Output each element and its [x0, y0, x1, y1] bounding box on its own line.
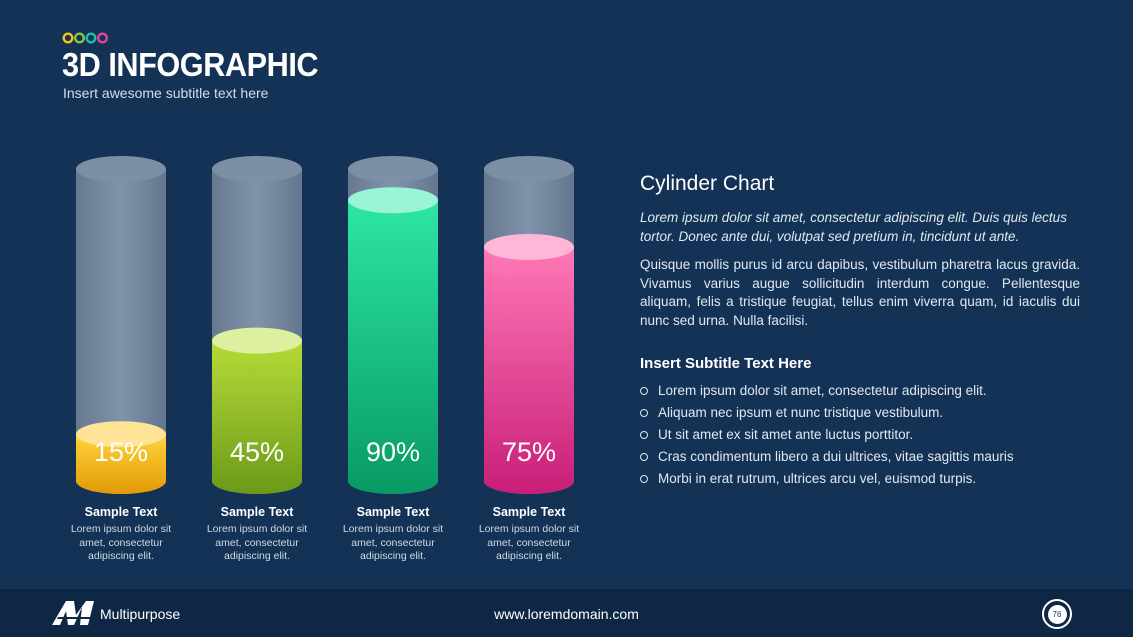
brand-dot [97, 32, 109, 44]
data-label: 15% [94, 437, 148, 467]
bullet-icon [640, 475, 648, 483]
bar [76, 434, 166, 494]
cylinder-track [76, 169, 166, 494]
brand-dot [85, 32, 97, 44]
data-label: 45% [230, 437, 284, 467]
caption-text: Lorem ipsum dolor sit amet, consectetur … [478, 523, 580, 562]
bar [484, 247, 574, 494]
page-title: 3D INFOGRAPHIC [62, 46, 319, 83]
bar-caption: Sample Text Lorem ipsum dolor sit amet, c… [197, 505, 317, 564]
caption-text: Lorem ipsum dolor sit amet, consectetur … [206, 523, 308, 562]
bar-top [348, 187, 438, 214]
bullet-text: Morbi in erat rutrum, ultrices arcu vel,… [658, 471, 977, 486]
page-subtitle: Insert awesome subtitle text here [63, 85, 269, 101]
bar-caption: Sample Text Lorem ipsum dolor sit amet, c… [469, 505, 589, 564]
bar-top [76, 421, 166, 448]
bar-top [484, 234, 574, 260]
bullet-text: Cras condimentum libero a dui ultrices, … [658, 449, 1014, 464]
bar [212, 340, 302, 494]
list-item: Aliquam nec ipsum et nunc tristique vest… [640, 402, 1080, 424]
panel-title: Cylinder Chart [640, 172, 775, 195]
caption-text: Lorem ipsum dolor sit amet, consectetur … [70, 523, 172, 562]
cylinder-chart: 15% 45% 90% 75% [76, 156, 574, 494]
brand-dots-icon [62, 32, 109, 44]
category-label: Sample Text [492, 505, 566, 519]
cylinder-track-top [212, 156, 302, 182]
data-label: 75% [502, 437, 556, 467]
bullet-icon [640, 387, 648, 395]
bullet-list: Lorem ipsum dolor sit amet, consectetur … [640, 380, 1080, 490]
bullet-text: Ut sit amet ex sit amet ante luctus port… [658, 427, 914, 442]
cylinder-track-top [348, 156, 438, 182]
brand-logo-icon [52, 601, 94, 625]
panel-intro: Lorem ipsum dolor sit amet, consectetur … [640, 210, 1067, 244]
page-number: 76 [1042, 599, 1072, 629]
list-item: Cras condimentum libero a dui ultrices, … [640, 446, 1080, 468]
list-item: Ut sit amet ex sit amet ante luctus port… [640, 424, 1080, 446]
bullet-text: Lorem ipsum dolor sit amet, consectetur … [658, 383, 987, 398]
caption-text: Lorem ipsum dolor sit amet, consectetur … [342, 523, 444, 562]
page-number-text: 76 [1047, 604, 1067, 624]
brand-dot [73, 32, 86, 44]
brand-dot [62, 32, 74, 44]
bullet-icon [640, 431, 648, 439]
data-label: 90% [366, 437, 420, 467]
bullet-text: Aliquam nec ipsum et nunc tristique vest… [658, 405, 944, 420]
bar-top [212, 327, 302, 354]
bullet-icon [640, 453, 648, 461]
category-label: Sample Text [84, 505, 158, 519]
footer-bar [0, 589, 1133, 637]
brand-name: Multipurpose [100, 606, 181, 622]
description-panel: Cylinder Chart Lorem ipsum dolor sit ame… [640, 172, 1080, 490]
panel-body: Quisque mollis purus id arcu dapibus, ve… [640, 257, 1080, 328]
category-label: Sample Text [220, 505, 294, 519]
list-item: Morbi in erat rutrum, ultrices arcu vel,… [640, 468, 1080, 490]
bar-caption: Sample Text Lorem ipsum dolor sit amet, c… [333, 505, 453, 564]
category-label: Sample Text [356, 505, 430, 519]
bar-caption: Sample Text Lorem ipsum dolor sit amet, c… [61, 505, 181, 564]
panel-subtitle: Insert Subtitle Text Here [640, 355, 812, 372]
bullet-icon [640, 409, 648, 417]
cylinder-track-top [76, 156, 166, 182]
cylinder-track-top [484, 156, 574, 182]
bar [348, 200, 438, 494]
footer-url[interactable]: www.loremdomain.com [494, 606, 639, 622]
list-item: Lorem ipsum dolor sit amet, consectetur … [640, 380, 1080, 402]
